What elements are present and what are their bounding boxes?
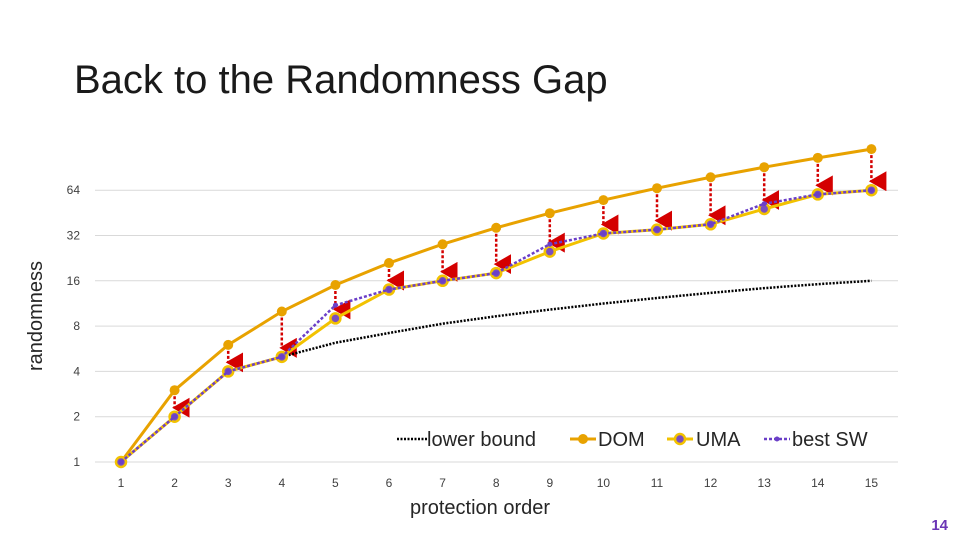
dom-point bbox=[223, 339, 234, 350]
legend: lower bound DOM UMA best SW bbox=[397, 429, 868, 451]
x-tick-label: 5 bbox=[332, 476, 339, 490]
best-sw-point bbox=[440, 278, 446, 284]
best-sw-point bbox=[600, 230, 606, 236]
dom-point bbox=[544, 208, 555, 219]
best-sw-point bbox=[118, 459, 124, 465]
page-number: 14 bbox=[931, 517, 948, 534]
x-axis-ticks: 1 2 3 4 5 6 7 8 9 10 11 12 13 14 15 bbox=[118, 476, 879, 490]
legend-uma-label: UMA bbox=[696, 429, 741, 451]
dom-point bbox=[866, 144, 877, 155]
x-axis-label: protection order bbox=[410, 497, 550, 519]
x-tick-label: 1 bbox=[118, 476, 125, 490]
x-tick-label: 7 bbox=[439, 476, 446, 490]
y-axis-ticks: 1 2 4 8 16 32 64 bbox=[67, 183, 81, 469]
best-sw-point bbox=[279, 354, 285, 360]
x-tick-label: 14 bbox=[811, 476, 825, 490]
dom-point bbox=[705, 172, 716, 183]
series-lines bbox=[114, 144, 878, 469]
best-sw-point bbox=[654, 227, 660, 233]
y-tick-label: 1 bbox=[73, 455, 80, 469]
x-tick-label: 8 bbox=[493, 476, 500, 490]
dom-point bbox=[384, 258, 394, 269]
x-tick-label: 10 bbox=[597, 476, 611, 490]
x-tick-label: 13 bbox=[758, 476, 772, 490]
y-tick-label: 16 bbox=[67, 274, 81, 288]
dom-point bbox=[759, 162, 770, 173]
best-sw-point bbox=[815, 191, 821, 197]
best-sw-point bbox=[225, 368, 231, 374]
legend-uma-marker bbox=[673, 432, 687, 446]
dom-point bbox=[330, 280, 341, 291]
dom-point bbox=[276, 306, 287, 317]
dom-point bbox=[598, 195, 609, 206]
best-sw-point bbox=[761, 201, 767, 207]
x-tick-label: 12 bbox=[704, 476, 718, 490]
y-tick-label: 2 bbox=[73, 410, 80, 424]
x-tick-label: 9 bbox=[546, 476, 553, 490]
y-tick-label: 4 bbox=[73, 364, 80, 378]
x-tick-label: 2 bbox=[171, 476, 178, 490]
legend-best-sw-label: best SW bbox=[792, 429, 868, 451]
uma-point bbox=[543, 245, 557, 258]
y-tick-label: 8 bbox=[73, 319, 80, 333]
y-axis-label: randomness bbox=[25, 261, 47, 371]
legend-lower-bound-label: lower bound bbox=[427, 429, 536, 451]
best-sw-point bbox=[868, 187, 874, 193]
x-tick-label: 3 bbox=[225, 476, 232, 490]
gap-arrows bbox=[172, 155, 887, 418]
legend-dom-label: DOM bbox=[598, 429, 645, 451]
dom-point bbox=[491, 222, 502, 233]
best-sw-point bbox=[547, 241, 553, 247]
slide-title: Back to the Randomness Gap bbox=[74, 58, 608, 102]
x-tick-label: 4 bbox=[278, 476, 285, 490]
best-sw-point bbox=[332, 302, 338, 308]
x-tick-label: 15 bbox=[865, 476, 879, 490]
dom-point bbox=[652, 183, 662, 194]
dom-line bbox=[119, 147, 872, 463]
dom-point bbox=[812, 152, 823, 163]
best-sw-point bbox=[172, 414, 178, 420]
best-sw-point bbox=[386, 287, 392, 293]
best-sw-line bbox=[120, 188, 872, 463]
x-tick-label: 11 bbox=[651, 476, 664, 490]
legend-best-sw-marker bbox=[774, 436, 780, 442]
best-sw-point bbox=[493, 270, 499, 276]
y-tick-label: 64 bbox=[67, 183, 81, 197]
uma-point bbox=[329, 312, 342, 325]
best-sw-point bbox=[708, 221, 714, 227]
dom-point bbox=[169, 385, 180, 396]
dom-point bbox=[437, 239, 448, 250]
y-tick-label: 32 bbox=[67, 229, 81, 243]
legend-dom-marker bbox=[578, 434, 588, 444]
x-tick-label: 6 bbox=[386, 476, 393, 490]
